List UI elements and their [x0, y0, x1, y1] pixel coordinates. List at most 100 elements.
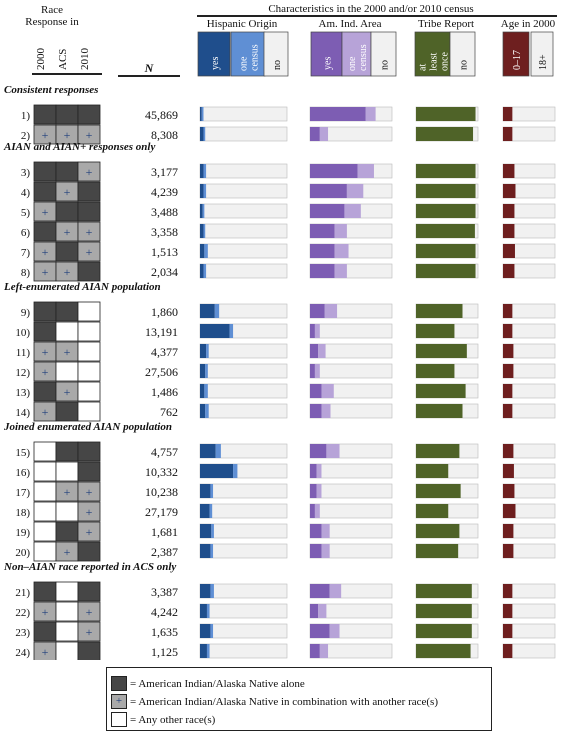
hispanic-yes-bar-5	[200, 204, 203, 218]
race-cell-23-1	[55, 621, 79, 642]
plus-mark-12-0: +	[42, 365, 49, 379]
n-value-2: 8,308	[151, 128, 178, 142]
hispanic-once-bar-8	[203, 264, 207, 278]
group-title-1: AIAN and AIAN+ responses only	[3, 141, 155, 153]
n-value-6: 3,358	[151, 225, 178, 239]
hispanic-yes-bar-10	[200, 324, 230, 338]
row-label-6: 6)	[21, 227, 31, 239]
area-yes-bar-20	[310, 544, 322, 558]
age-bar-8	[503, 264, 515, 278]
area-once-bar-23	[329, 624, 340, 638]
race-col-ACS: ACS	[57, 49, 69, 70]
area-once-bar-4	[346, 184, 364, 198]
area-once-bar-15	[326, 444, 340, 458]
hispanic-once-bar-24	[206, 644, 210, 658]
age-bar-3	[503, 164, 515, 178]
race-cell-1-2	[77, 104, 101, 125]
race-cell-10-2	[77, 321, 101, 342]
n-value-20: 2,387	[151, 545, 178, 559]
hispanic-bg-13	[199, 383, 288, 399]
n-value-21: 3,387	[151, 585, 178, 599]
tribe-bar-13	[416, 384, 466, 398]
n-value-24: 1,125	[151, 645, 178, 659]
row-label-12: 12)	[15, 367, 30, 379]
area-once-bar-24	[319, 644, 329, 658]
hispanic-yes-bar-3	[200, 164, 204, 178]
tribe-bar-21	[416, 584, 472, 598]
hispanic-once-bar-13	[204, 384, 208, 398]
tribe-bar-6	[416, 224, 475, 238]
legend-combination-swatch: +	[111, 694, 127, 709]
area-yes-bar-7	[310, 244, 335, 258]
panel-title-age: Age in 2000	[501, 18, 556, 30]
area-once-bar-6	[334, 224, 347, 238]
group-title-3: Joined enumerated AIAN population	[3, 421, 172, 433]
hispanic-once-bar-16	[233, 464, 238, 478]
age-bar-13	[503, 384, 513, 398]
hispanic-yes-bar-22	[200, 604, 207, 618]
hispanic-yes-bar-16	[200, 464, 234, 478]
group-title-2: Left-enumerated AIAN population	[3, 281, 161, 293]
age-bar-24	[503, 644, 513, 658]
hispanic-once-bar-3	[203, 164, 207, 178]
plus-mark-24-0: +	[42, 645, 49, 659]
hispanic-bg-24	[199, 643, 288, 659]
race-title-line2: Response in	[25, 16, 79, 28]
age-bar-9	[503, 304, 513, 318]
plus-mark-8-1: +	[64, 265, 71, 279]
legend-box-area-1	[341, 31, 372, 77]
race-cell-6-2	[77, 221, 101, 242]
legend-alone-swatch	[111, 676, 127, 691]
plus-mark-13-1: +	[64, 385, 71, 399]
hispanic-yes-bar-2	[200, 127, 204, 141]
hispanic-bg-6	[199, 223, 288, 239]
plus-mark-6-1: +	[64, 225, 71, 239]
area-once-bar-9	[324, 304, 338, 318]
hispanic-once-bar-6	[203, 224, 206, 238]
age-bar-14	[503, 404, 513, 418]
hispanic-once-bar-4	[203, 184, 207, 198]
plus-mark-17-1: +	[64, 485, 71, 499]
n-value-16: 10,332	[145, 465, 178, 479]
n-value-1: 45,869	[145, 108, 178, 122]
hispanic-bg-5	[199, 203, 288, 219]
legend-alone-label: = American Indian/Alaska Native alone	[130, 677, 305, 690]
race-cell-5-2	[77, 201, 101, 222]
race-cell-1-1	[55, 104, 79, 125]
age-bar-20	[503, 544, 514, 558]
race-cell-23-2	[77, 621, 101, 642]
race-cell-12-2	[77, 361, 101, 382]
hispanic-yes-bar-18	[200, 504, 210, 518]
plus-mark-6-2: +	[86, 225, 93, 239]
race-cell-2-2	[77, 124, 101, 145]
race-title-line1: Race	[41, 4, 63, 16]
hispanic-bg-7	[199, 243, 288, 259]
legend-label-tribe-1: no	[459, 60, 470, 70]
row-label-20: 20)	[15, 547, 30, 559]
row-label-23: 23)	[15, 627, 30, 639]
legend-label-hispanic-1-1: census	[250, 44, 261, 71]
hispanic-once-bar-19	[211, 524, 214, 538]
hispanic-yes-bar-13	[200, 384, 205, 398]
area-once-bar-21	[329, 584, 342, 598]
plus-mark-7-2: +	[86, 245, 93, 259]
hispanic-yes-bar-11	[200, 344, 207, 358]
hispanic-yes-bar-4	[200, 184, 204, 198]
hispanic-bg-8	[199, 263, 288, 279]
area-once-bar-18	[314, 504, 320, 518]
hispanic-yes-bar-14	[200, 404, 206, 418]
race-cell-9-1	[55, 301, 79, 322]
area-bg-10	[309, 323, 393, 339]
hispanic-once-bar-15	[215, 444, 221, 458]
area-once-bar-5	[344, 204, 361, 218]
age-bar-2	[503, 127, 513, 141]
tribe-bar-2	[416, 127, 474, 141]
plus-mark-11-1: +	[64, 345, 71, 359]
plus-mark-22-2: +	[86, 605, 93, 619]
panel-title-hispanic: Hispanic Origin	[207, 18, 278, 30]
legend-other-label: = Any other race(s)	[130, 713, 216, 726]
race-cell-15-1	[55, 441, 79, 462]
area-bg-18	[309, 503, 393, 519]
n-value-14: 762	[160, 405, 178, 419]
n-value-9: 1,860	[151, 305, 178, 319]
